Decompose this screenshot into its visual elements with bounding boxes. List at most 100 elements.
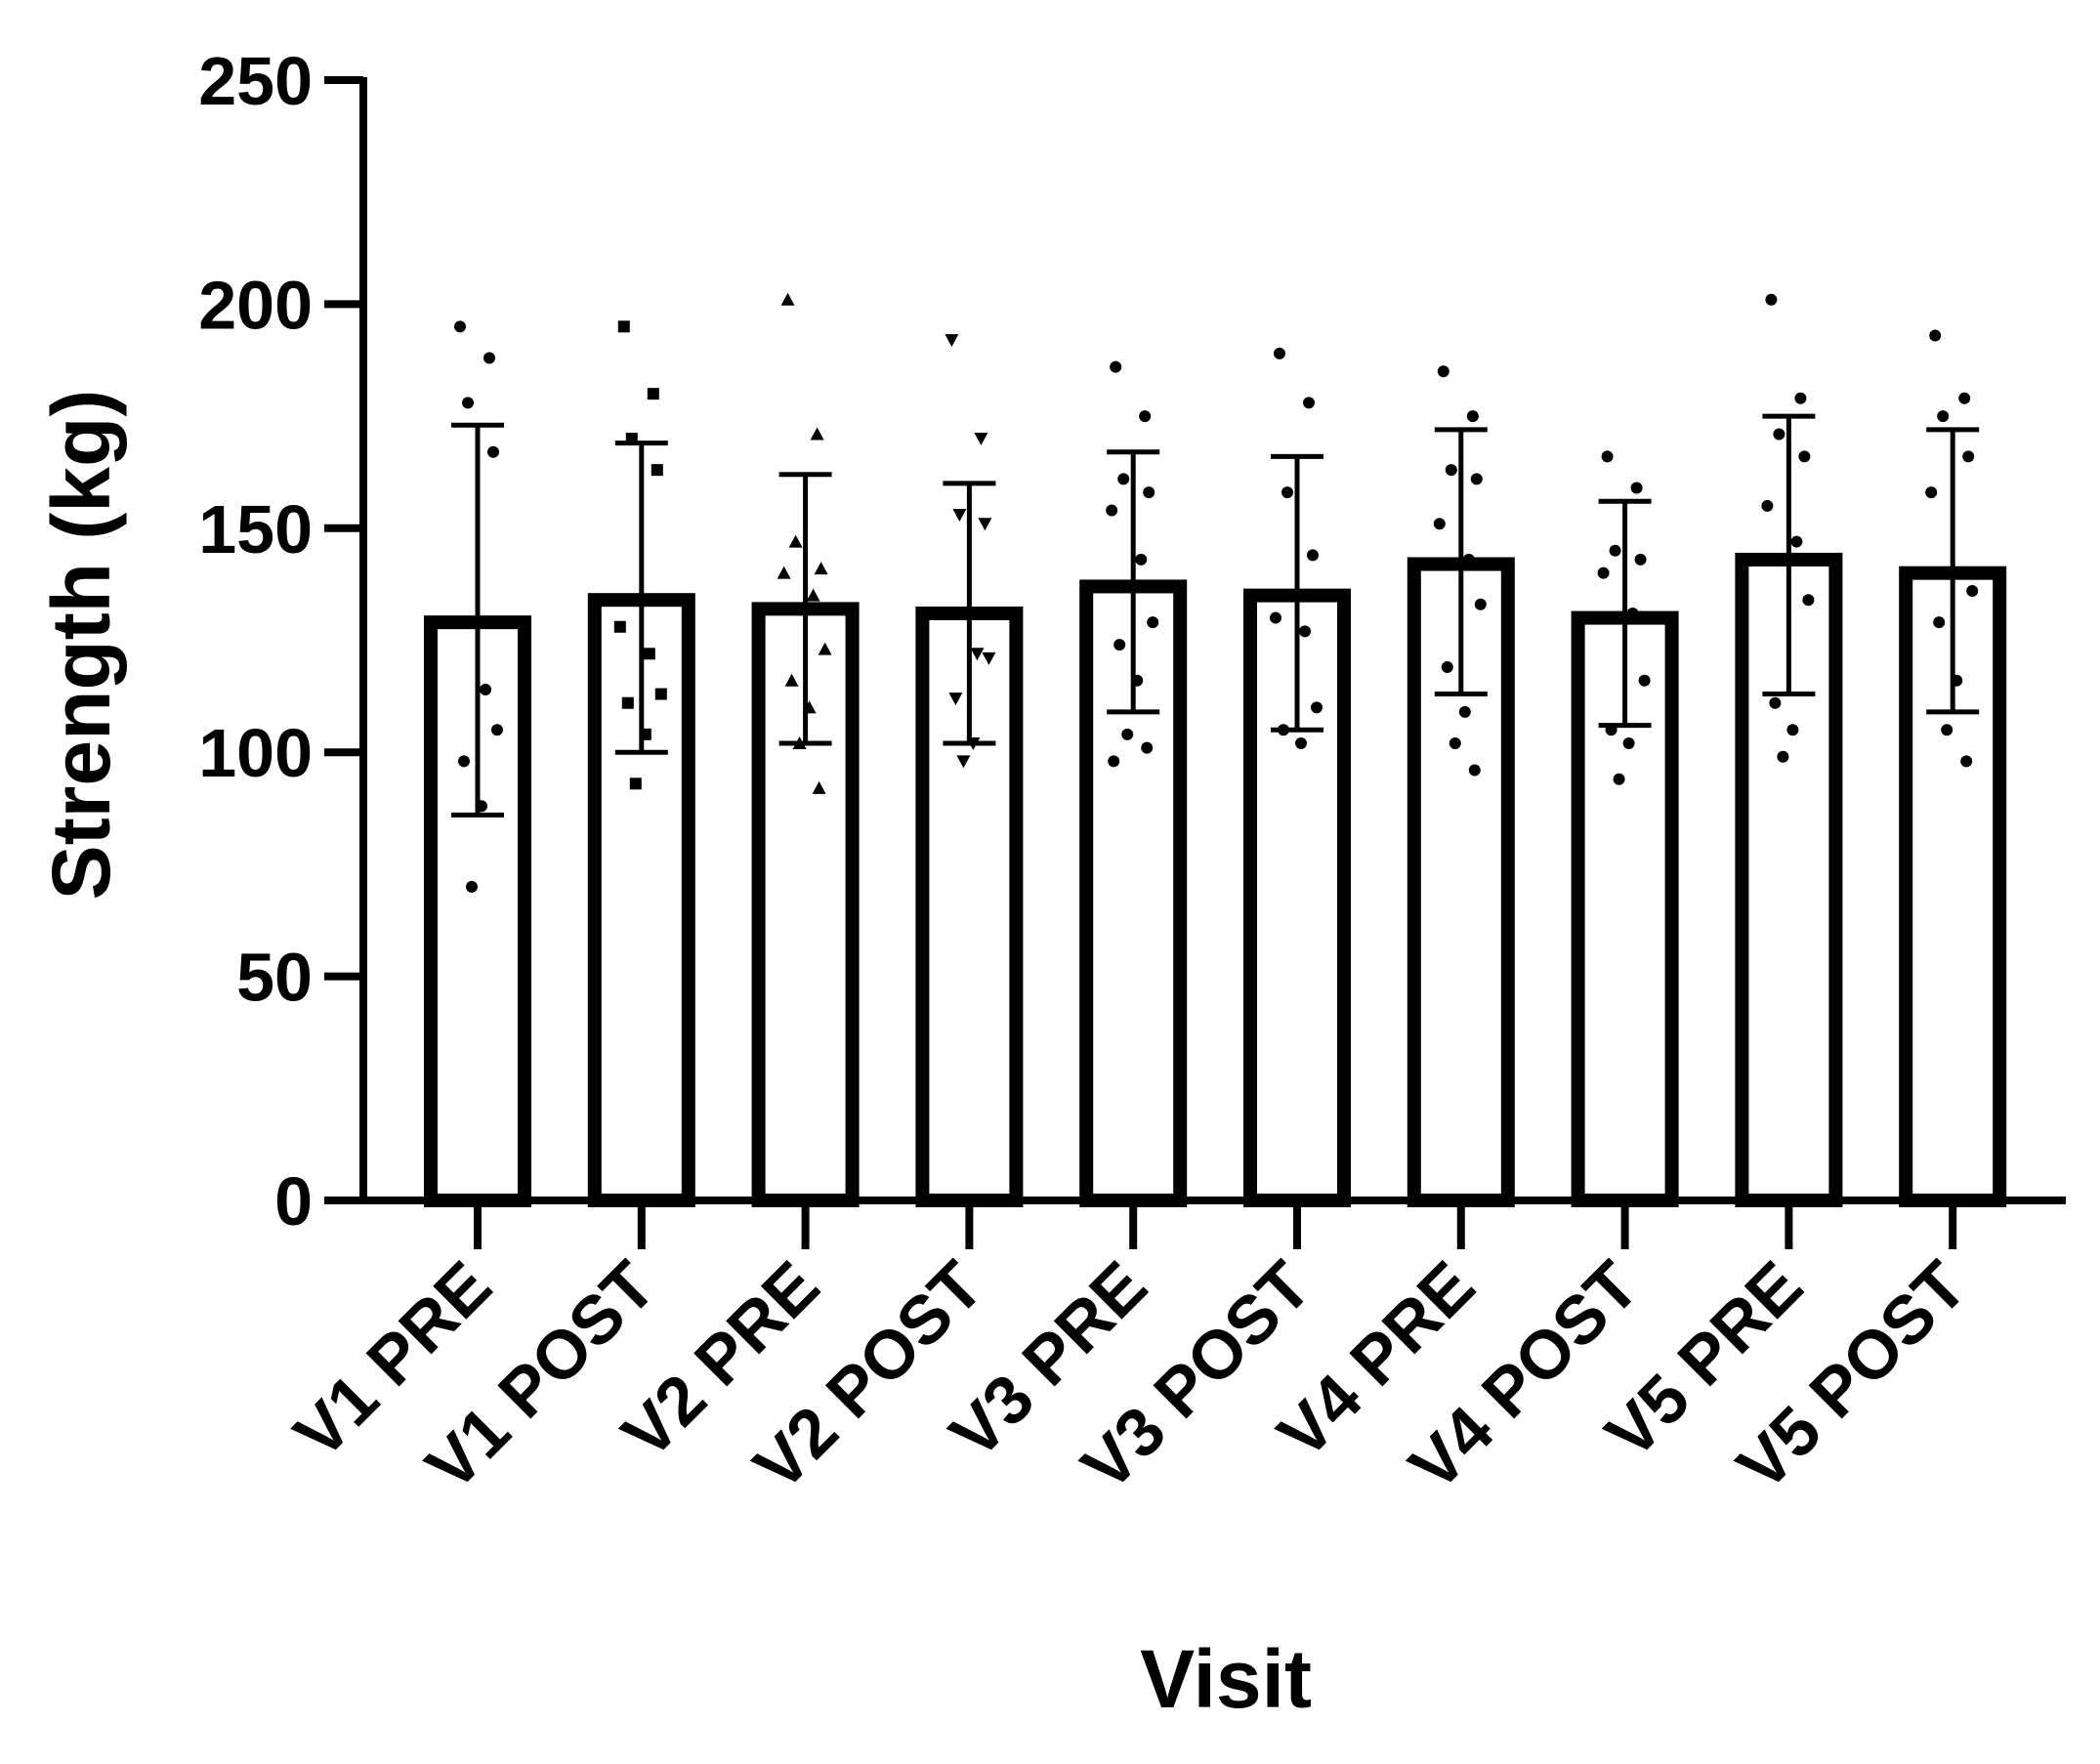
data-point [1960,755,1973,768]
data-point [1466,410,1479,423]
data-point [654,688,667,700]
data-point [814,562,828,575]
data-point [1622,737,1635,750]
data-point [1135,553,1148,566]
data-point [629,777,642,790]
data-point [945,334,959,348]
data-point [1933,616,1946,629]
data-point [491,724,503,736]
data-point [1958,392,1971,404]
data-point [647,388,659,400]
y-tick-label: 50 [236,940,313,1016]
y-axis-title: Strength (kg) [35,390,127,901]
data-point [1110,360,1122,373]
data-point [1966,585,1979,598]
y-tick-label: 200 [198,267,313,343]
data-point [1470,473,1483,485]
data-point [952,509,967,523]
data-point [1638,674,1651,687]
data-point [1941,724,1953,736]
data-point [1773,428,1785,441]
data-point [982,651,996,665]
data-point [480,683,491,695]
data-point [974,433,988,446]
data-point [1474,598,1487,610]
data-point [1786,724,1799,736]
data-point [1761,499,1774,512]
data-point [1311,701,1323,714]
data-point [1458,705,1471,718]
data-point [1601,450,1614,463]
data-point [1937,410,1950,423]
y-tick-label: 0 [274,1163,313,1239]
data-point [1777,750,1789,763]
data-point [1117,473,1130,485]
data-point [1139,410,1152,423]
data-point [483,352,495,364]
data-point [1630,482,1643,494]
data-point [784,673,799,687]
data-point [1634,553,1647,566]
data-point [1281,486,1293,499]
data-point [812,780,826,794]
data-point [788,534,803,548]
data-point [956,755,971,769]
data-point [941,607,955,620]
data-point [818,642,832,655]
data-point [1613,773,1625,785]
data-point [454,320,466,333]
data-point [1141,741,1154,754]
data-point [780,292,795,306]
data-point [1441,661,1453,674]
data-point [613,620,626,633]
data-point [970,648,985,661]
y-tick-label: 250 [198,43,313,119]
data-point [1121,728,1134,740]
data-point [1802,594,1815,607]
data-point [1462,553,1475,566]
data-point [1449,737,1461,750]
data-point [651,464,663,477]
data-point [948,693,963,706]
data-point [1597,567,1610,579]
data-point [978,518,992,531]
data-point [1270,611,1281,624]
data-point [777,566,791,579]
data-point [1106,504,1118,517]
data-point [487,445,499,458]
data-point [462,397,474,409]
data-point [1433,518,1446,530]
data-point [1794,392,1807,404]
data-point [1303,397,1315,409]
data-point [621,696,634,709]
data-point [466,880,478,893]
data-point [1445,464,1457,477]
data-point [1765,293,1778,306]
data-point [1108,755,1120,768]
data-point [1954,567,1967,579]
data-point [1113,639,1126,651]
data-point [1299,625,1311,638]
data-point [643,648,655,660]
data-point [1143,486,1155,499]
data-point [1437,365,1449,378]
data-point [1798,450,1811,463]
data-point [617,320,630,333]
data-point [1769,696,1782,709]
data-point [1626,607,1639,619]
x-axis-title: Visit [1140,1633,1312,1725]
data-point [806,588,820,602]
data-point [1147,616,1159,629]
data-point [1962,450,1975,463]
data-point [1468,764,1481,777]
data-point [1929,329,1942,342]
y-tick-label: 100 [198,715,313,791]
data-point [1307,549,1319,562]
data-point [810,427,824,441]
data-point [450,616,462,629]
data-point [1274,347,1285,359]
data-point [1790,535,1803,548]
data-point [458,755,470,768]
